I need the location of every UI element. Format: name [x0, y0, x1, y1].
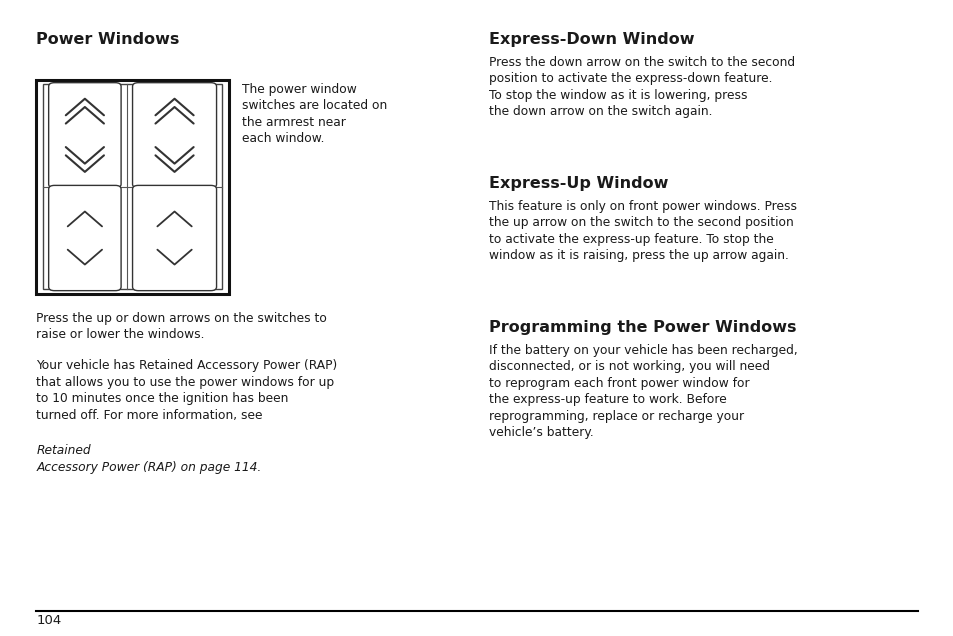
Text: Power Windows: Power Windows [36, 32, 179, 47]
FancyBboxPatch shape [49, 186, 121, 291]
Text: Press the down arrow on the switch to the second
position to activate the expres: Press the down arrow on the switch to th… [489, 56, 795, 118]
FancyBboxPatch shape [49, 83, 121, 188]
FancyBboxPatch shape [132, 186, 216, 291]
Text: The power window
switches are located on
the armrest near
each window.: The power window switches are located on… [242, 83, 387, 145]
Text: If the battery on your vehicle has been recharged,
disconnected, or is not worki: If the battery on your vehicle has been … [489, 343, 798, 439]
Text: Retained
Accessory Power (RAP) on page 114.: Retained Accessory Power (RAP) on page 1… [36, 445, 261, 474]
Text: Press the up or down arrows on the switches to
raise or lower the windows.: Press the up or down arrows on the switc… [36, 312, 327, 341]
Text: Programming the Power Windows: Programming the Power Windows [489, 319, 796, 335]
Text: Your vehicle has Retained Accessory Power (RAP)
that allows you to use the power: Your vehicle has Retained Accessory Powe… [36, 359, 337, 422]
Text: 104: 104 [36, 614, 61, 626]
Bar [36, 80, 229, 294]
Bar [43, 84, 222, 289]
Text: Express-Down Window: Express-Down Window [489, 32, 694, 47]
Text: This feature is only on front power windows. Press
the up arrow on the switch to: This feature is only on front power wind… [489, 200, 797, 262]
FancyBboxPatch shape [132, 83, 216, 188]
Text: Express-Up Window: Express-Up Window [489, 176, 668, 191]
